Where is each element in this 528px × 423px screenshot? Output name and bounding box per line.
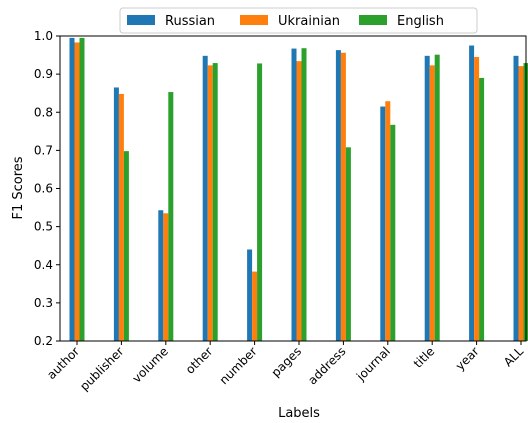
bar-russian-author [69,37,75,341]
y-tick-label: 0.9 [34,67,53,81]
legend-box [119,7,478,34]
bar-english-author [79,37,85,341]
x-axis-label: Labels [278,406,320,421]
bar-ukrainian-journal [385,101,391,341]
y-tick-label: 0.4 [34,258,53,272]
bar-russian-pages [291,48,297,341]
x-tick-label-year: year [453,344,482,373]
bar-ukrainian-author [74,42,80,341]
x-tick-label-address: address [305,344,348,387]
bar-english-journal [390,124,396,341]
x-tick-label-publisher: publisher [77,344,126,393]
bar-russian-year [469,45,475,341]
bar-ukrainian-year [474,56,480,341]
y-tick-label: 0.8 [34,105,53,119]
y-tick-label: 0.3 [34,296,53,310]
y-tick-label: 1.0 [34,29,53,43]
bar-english-pages [301,48,307,341]
bar-english-volume [168,92,174,341]
legend: Russian Ukrainian English [119,7,478,34]
bar-english-title [434,54,440,342]
bar-english-number [257,63,263,341]
legend-label-english: English [397,14,444,29]
bar-ukrainian-address [340,52,346,341]
bar-ukrainian-number [252,271,258,341]
bar-russian-number [247,249,253,341]
legend-label-ukrainian: Ukrainian [278,14,340,29]
bar-ukrainian-publisher [118,93,124,341]
bar-ukrainian-pages [296,61,302,341]
y-tick-label: 0.7 [34,143,53,157]
y-tick-label: 0.5 [34,220,53,234]
y-ticks: 0.2 0.3 0.4 0.5 0.6 0.7 0.8 0.9 1.0 [34,29,60,348]
x-tick-label-title: title [411,344,437,370]
y-tick-label: 0.6 [34,182,53,196]
x-tick-label-author: author [44,344,82,382]
x-tick-label-journal: journal [353,344,393,384]
bar-english-address [345,147,351,341]
y-tick-label: 0.2 [34,334,53,348]
bar-russian-title [424,55,430,341]
x-tick-label-other: other [183,344,216,377]
bars-layer [69,37,528,342]
bar-english-year [479,77,485,341]
y-axis-label: F1 Scores [11,156,26,219]
x-tick-label-volume: volume [130,344,171,385]
legend-swatch-english [359,15,387,25]
x-tick-label-all: ALL [501,344,526,369]
legend-label-russian: Russian [165,14,215,29]
bar-ukrainian-title [429,65,435,342]
legend-swatch-ukrainian [240,15,268,25]
bar-russian-volume [158,210,164,341]
bar-ukrainian-other [207,65,213,342]
bar-english-publisher [123,151,129,341]
bar-russian-other [202,55,208,341]
bar-english-other [212,63,218,341]
bar-russian-publisher [113,87,119,341]
x-tick-label-pages: pages [269,344,305,380]
legend-swatch-russian [127,15,155,25]
bar-ukrainian-all [518,66,524,342]
bar-russian-address [335,50,341,342]
bar-russian-journal [380,106,386,341]
bar-russian-all [513,55,519,341]
bar-ukrainian-volume [163,213,169,341]
x-tick-label-number: number [217,344,260,387]
